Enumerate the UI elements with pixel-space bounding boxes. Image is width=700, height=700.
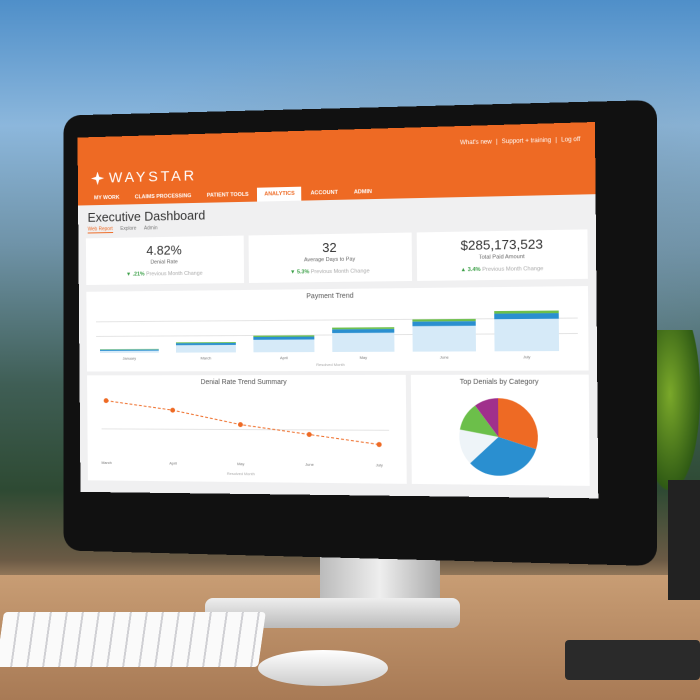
kpi-card: $285,173,523 Total Paid Amount ▲ 3.4% Prev… bbox=[417, 229, 588, 281]
gridline bbox=[102, 429, 390, 430]
data-point[interactable] bbox=[170, 407, 176, 413]
kpi-value: 32 bbox=[322, 239, 337, 256]
keyboard bbox=[0, 612, 266, 667]
denial-line bbox=[106, 401, 379, 445]
kpi-card: 4.82% Denial Rate ▼ .21% Previous Month Ch… bbox=[85, 235, 244, 286]
divider: | bbox=[495, 139, 498, 146]
change-value: ▼ 5.3% bbox=[289, 269, 310, 276]
x-tick-label: July bbox=[376, 462, 383, 467]
util-link[interactable]: Log off bbox=[561, 136, 581, 144]
change-label: Previous Month Change bbox=[146, 270, 203, 278]
mouse bbox=[258, 650, 388, 686]
pie-slice[interactable] bbox=[474, 398, 499, 437]
change-label: Previous Month Change bbox=[310, 268, 370, 276]
plant-pot bbox=[668, 480, 700, 600]
bar-segment[interactable] bbox=[99, 350, 159, 353]
kpi-change: ▼ .21% Previous Month Change bbox=[86, 270, 244, 278]
x-tick-label: May bbox=[360, 355, 368, 360]
pie-slice[interactable] bbox=[498, 398, 538, 450]
top-denials-panel: Top Denials by Category bbox=[410, 374, 590, 486]
utility-links: What's new | Support + training | Log off bbox=[460, 137, 580, 147]
data-point[interactable] bbox=[306, 431, 312, 437]
kpi-label: Denial Rate bbox=[150, 259, 178, 266]
data-point[interactable] bbox=[103, 398, 109, 404]
brand-name: WAYSTAR bbox=[108, 167, 198, 187]
kpi-value: 4.82% bbox=[146, 242, 182, 258]
data-point[interactable] bbox=[237, 422, 243, 428]
logo[interactable]: WAYSTAR bbox=[91, 167, 197, 186]
bar-segment[interactable] bbox=[494, 313, 559, 320]
kpi-label: Total Paid Amount bbox=[478, 254, 525, 261]
tray bbox=[565, 640, 700, 680]
tab-claims-processing[interactable]: CLAIMS PROCESSING bbox=[134, 193, 192, 201]
kpi-label: Average Days to Pay bbox=[303, 256, 356, 264]
kpi-value: $285,173,523 bbox=[460, 236, 543, 253]
tab-admin[interactable]: ADMIN bbox=[353, 189, 372, 196]
bar-segment[interactable] bbox=[332, 332, 395, 352]
denial-rate-chart: March April May June July Resolved Month bbox=[87, 398, 400, 476]
x-tick-label: June bbox=[305, 462, 314, 467]
change-value: ▼ .21% bbox=[126, 271, 145, 278]
util-link[interactable]: Support + training bbox=[501, 137, 552, 146]
kpi-change: ▼ 5.3% Previous Month Change bbox=[249, 268, 413, 276]
subtab[interactable]: Explore bbox=[120, 225, 137, 232]
bar-segment[interactable] bbox=[412, 321, 476, 327]
x-tick-label: July bbox=[523, 354, 530, 359]
bar-segment[interactable] bbox=[253, 336, 315, 340]
change-value: ▲ 3.4% bbox=[460, 266, 481, 274]
x-tick-label: January bbox=[123, 356, 137, 361]
bar-segment[interactable] bbox=[412, 325, 476, 352]
pie-slice[interactable] bbox=[459, 405, 499, 437]
tab-analytics[interactable]: ANALYTICS bbox=[257, 186, 302, 202]
data-point[interactable] bbox=[376, 441, 382, 448]
x-tick-label: June bbox=[440, 354, 449, 359]
kpi-row: 4.82% Denial Rate ▼ .21% Previous Month Ch… bbox=[78, 226, 596, 288]
subtab[interactable]: Web Report bbox=[87, 226, 113, 234]
chart-title: Denial Rate Trend Summary bbox=[200, 379, 287, 387]
bar-segment[interactable] bbox=[494, 310, 559, 314]
subtab[interactable]: Admin bbox=[143, 225, 158, 232]
pie-slice[interactable] bbox=[459, 429, 499, 464]
top-denials-pie bbox=[459, 398, 538, 477]
tab-patient-tools[interactable]: PATIENT TOOLS bbox=[206, 191, 249, 199]
denial-rate-panel: Denial Rate Trend Summary March April May J… bbox=[87, 374, 407, 484]
tab-my-work[interactable]: MY WORK bbox=[93, 194, 120, 202]
screen: What's new | Support + training | Log off WA… bbox=[77, 122, 599, 499]
x-tick-label: April bbox=[169, 461, 177, 466]
bar-segment[interactable] bbox=[332, 327, 395, 330]
bar-segment[interactable] bbox=[175, 344, 236, 353]
x-tick-label: April bbox=[280, 355, 288, 360]
bar-segment[interactable] bbox=[494, 318, 560, 352]
payment-trend-panel: Payment Trend January March April May June Ju… bbox=[86, 286, 589, 372]
kpi-card: 32 Average Days to Pay ▼ 5.3% Previous Mon… bbox=[248, 232, 413, 284]
star-logo-icon bbox=[91, 171, 104, 185]
bar-segment[interactable] bbox=[332, 328, 395, 334]
bar-segment[interactable] bbox=[175, 342, 236, 346]
chart-title: Top Denials by Category bbox=[459, 378, 539, 386]
x-tick-label: March bbox=[101, 460, 111, 465]
tab-account[interactable]: ACCOUNT bbox=[310, 189, 338, 197]
x-tick-label: March bbox=[201, 355, 212, 360]
divider: | bbox=[555, 137, 557, 144]
header: What's new | Support + training | Log off WA… bbox=[77, 122, 596, 206]
kpi-change: ▲ 3.4% Previous Month Change bbox=[417, 265, 587, 273]
payment-trend-chart: January March April May June July Resolved Mon… bbox=[86, 310, 588, 367]
util-link[interactable]: What's new bbox=[460, 139, 492, 147]
change-label: Previous Month Change bbox=[482, 266, 544, 273]
x-tick-label: May bbox=[237, 461, 244, 466]
x-axis-label: Resolved Month bbox=[316, 362, 345, 367]
bar-segment[interactable] bbox=[253, 339, 315, 353]
x-axis-label: Resolved Month bbox=[227, 471, 255, 476]
